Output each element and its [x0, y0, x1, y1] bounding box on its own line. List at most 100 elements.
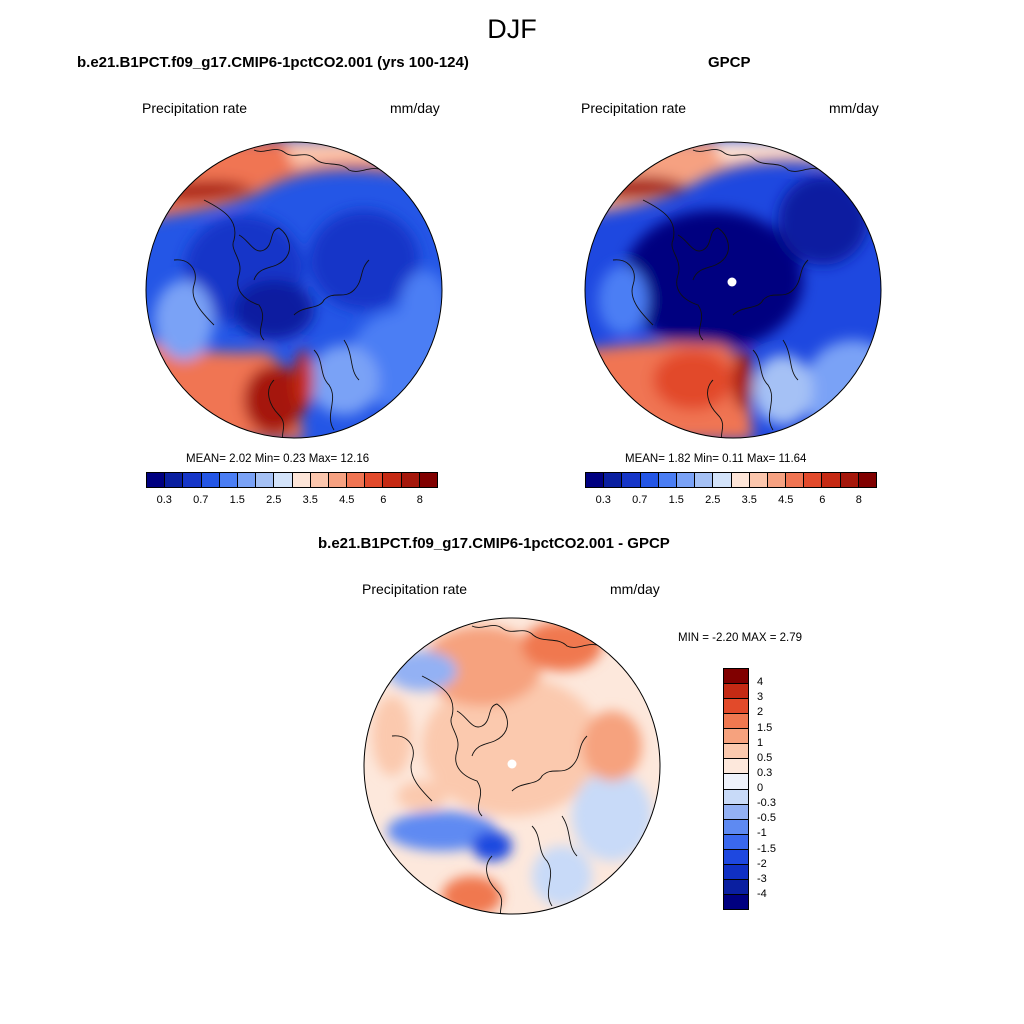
- colorbar-tick-label: 4.5: [778, 494, 794, 506]
- colorbar-box: [274, 473, 293, 487]
- colorbar-box: [401, 473, 420, 487]
- colorbar-box: [786, 473, 805, 487]
- colorbar-box: [724, 684, 748, 700]
- diff-pole-missing-marker: [507, 759, 517, 769]
- colorbar-box: [219, 473, 238, 487]
- colorbar-box: [724, 819, 748, 835]
- season-title: DJF: [487, 14, 537, 44]
- diff-polar-map: [363, 617, 661, 915]
- colorbar-tick-label: -2: [757, 857, 767, 870]
- colorbar-box: [383, 473, 402, 487]
- colorbar-tick-label: 0.7: [193, 494, 209, 506]
- colorbar-tick-label: 2.5: [266, 494, 282, 506]
- colorbar-tick-label: 4: [757, 676, 764, 689]
- colorbar-tick-label: -1: [757, 827, 767, 840]
- model-stats: MEAN= 2.02 Min= 0.23 Max= 12.16: [186, 453, 370, 465]
- colorbar-tick-label: 1.5: [668, 494, 684, 506]
- diff-variable-label: Precipitation rate: [362, 581, 468, 597]
- colorbar-box: [724, 849, 748, 865]
- model-colorbar-ticks: 0.3 0.7 1.5 2.5 3.5 4.5 6 8: [146, 494, 438, 508]
- colorbar-box: [310, 473, 329, 487]
- model-panel-title: b.e21.B1PCT.f09_g17.CMIP6-1pctCO2.001 (y…: [77, 54, 469, 71]
- colorbar-box: [201, 473, 220, 487]
- colorbar-tick-label: 8: [855, 494, 862, 506]
- colorbar-box: [767, 473, 787, 487]
- colorbar-box: [292, 473, 311, 487]
- obs-panel-title: GPCP: [708, 54, 751, 71]
- colorbar-tick-label: 3.5: [302, 494, 318, 506]
- colorbar-box: [724, 699, 748, 715]
- colorbar-box: [858, 473, 876, 487]
- colorbar-box: [724, 729, 748, 745]
- colorbar-box: [147, 473, 166, 487]
- colorbar-box: [328, 473, 348, 487]
- colorbar-tick-label: 0.3: [757, 766, 773, 779]
- colorbar-box: [183, 473, 202, 487]
- colorbar-box: [822, 473, 841, 487]
- colorbar-tick-label: 4.5: [339, 494, 355, 506]
- model-units-label: mm/day: [390, 100, 440, 116]
- diff-panel-title: b.e21.B1PCT.f09_g17.CMIP6-1pctCO2.001 - …: [318, 535, 670, 552]
- obs-polar-map: [584, 141, 882, 439]
- colorbar-tick-label: 3.5: [741, 494, 757, 506]
- model-polar-map: [145, 141, 443, 439]
- colorbar-box: [658, 473, 677, 487]
- colorbar-box: [724, 669, 748, 685]
- colorbar-box: [695, 473, 714, 487]
- colorbar-box: [365, 473, 384, 487]
- obs-variable-label: Precipitation rate: [581, 100, 687, 116]
- colorbar-box: [724, 714, 748, 730]
- colorbar-box: [640, 473, 659, 487]
- colorbar-box: [165, 473, 184, 487]
- colorbar-box: [724, 894, 748, 909]
- colorbar-box: [256, 473, 275, 487]
- colorbar-box: [676, 473, 696, 487]
- colorbar-tick-label: 0.3: [595, 494, 611, 506]
- colorbar-box: [724, 804, 748, 820]
- colorbar-box: [724, 879, 748, 895]
- colorbar-box: [731, 473, 750, 487]
- colorbar-box: [713, 473, 732, 487]
- diff-units-label: mm/day: [610, 581, 660, 597]
- obs-pole-missing-marker: [727, 277, 737, 287]
- colorbar-tick-label: 6: [819, 494, 826, 506]
- colorbar-box: [347, 473, 366, 487]
- colorbar-box: [586, 473, 605, 487]
- diff-stats: MIN = -2.20 MAX = 2.79: [678, 632, 803, 644]
- colorbar-box: [622, 473, 641, 487]
- colorbar-tick-label: 0.5: [757, 751, 773, 764]
- colorbar-box: [724, 759, 748, 775]
- colorbar-tick-label: 2: [757, 706, 764, 719]
- colorbar-box: [419, 473, 437, 487]
- colorbar-tick-label: -1.5: [757, 842, 776, 855]
- colorbar-box: [604, 473, 623, 487]
- colorbar-tick-label: 8: [416, 494, 423, 506]
- colorbar-box: [749, 473, 768, 487]
- colorbar-box: [840, 473, 859, 487]
- colorbar-tick-label: 1.5: [757, 721, 773, 734]
- colorbar-tick-label: 2.5: [705, 494, 721, 506]
- obs-colorbar: [585, 472, 877, 488]
- colorbar-box: [804, 473, 823, 487]
- colorbar-tick-label: 6: [380, 494, 387, 506]
- colorbar-tick-label: -3: [757, 872, 767, 885]
- model-variable-label: Precipitation rate: [142, 100, 248, 116]
- colorbar-box: [724, 774, 748, 790]
- model-colorbar: [146, 472, 438, 488]
- obs-stats: MEAN= 1.82 Min= 0.11 Max= 11.64: [625, 453, 807, 465]
- diff-colorbar-ticks: 4 3 2 1.5 1 0.5 0.3 0 -0.3 -0.5 -1 -1.5 -2 -3 -4: [757, 668, 797, 910]
- colorbar-box: [724, 744, 748, 760]
- diff-colorbar: [723, 668, 749, 910]
- colorbar-tick-label: 0: [757, 782, 764, 794]
- obs-colorbar-ticks: 0.3 0.7 1.5 2.5 3.5 4.5 6 8: [585, 494, 877, 508]
- colorbar-tick-label: -0.3: [757, 797, 776, 810]
- colorbar-tick-label: 0.3: [156, 494, 172, 506]
- colorbar-box: [724, 789, 748, 805]
- obs-units-label: mm/day: [829, 100, 879, 116]
- colorbar-box: [724, 834, 748, 850]
- colorbar-tick-label: 0.7: [632, 494, 648, 506]
- colorbar-tick-label: -0.5: [757, 812, 776, 825]
- colorbar-tick-label: 3: [757, 691, 764, 704]
- colorbar-tick-label: 1: [757, 736, 764, 749]
- colorbar-box: [724, 864, 748, 880]
